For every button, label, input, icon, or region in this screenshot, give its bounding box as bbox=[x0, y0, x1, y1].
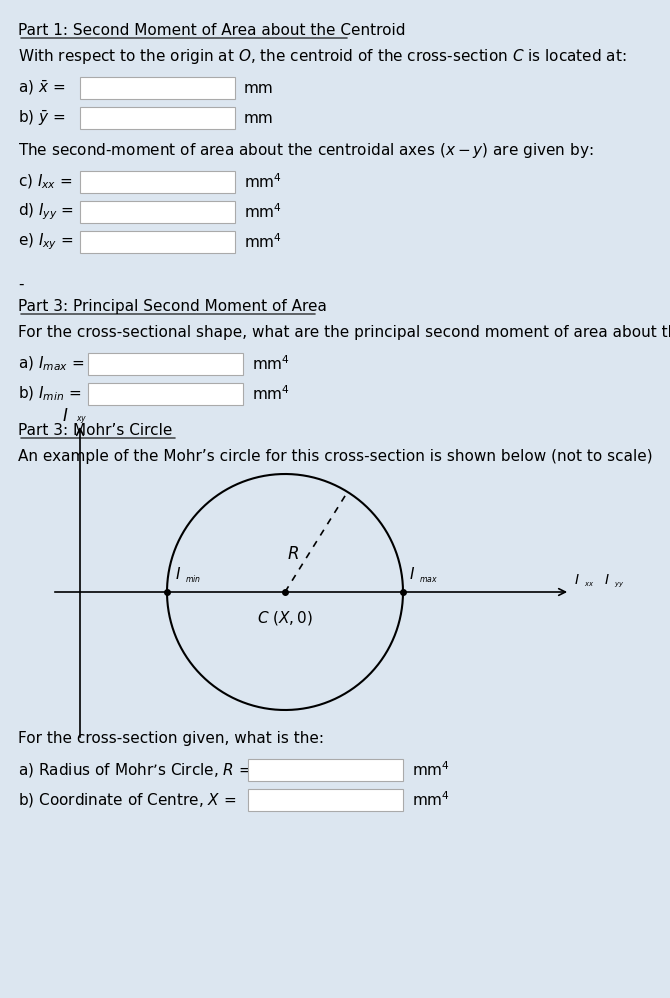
Text: For the cross-section given, what is the:: For the cross-section given, what is the… bbox=[18, 731, 324, 746]
Text: The second-moment of area about the centroidal axes $(x - y)$ are given by:: The second-moment of area about the cent… bbox=[18, 141, 594, 160]
Text: -: - bbox=[18, 276, 23, 291]
Text: c) $I_{xx}$ =: c) $I_{xx}$ = bbox=[18, 173, 73, 192]
Text: mm$^4$: mm$^4$ bbox=[252, 384, 290, 403]
FancyBboxPatch shape bbox=[80, 201, 235, 223]
Text: mm: mm bbox=[244, 111, 274, 126]
Text: d) $I_{yy}$ =: d) $I_{yy}$ = bbox=[18, 202, 74, 223]
Text: $I$: $I$ bbox=[62, 407, 68, 425]
Text: $I$: $I$ bbox=[604, 573, 610, 587]
Text: a) Radius of Mohr’s Circle, $R$ =: a) Radius of Mohr’s Circle, $R$ = bbox=[18, 761, 251, 779]
FancyBboxPatch shape bbox=[80, 107, 235, 129]
FancyBboxPatch shape bbox=[80, 77, 235, 99]
Text: mm$^4$: mm$^4$ bbox=[244, 233, 282, 251]
FancyBboxPatch shape bbox=[88, 383, 243, 405]
FancyBboxPatch shape bbox=[80, 171, 235, 193]
Text: $C$ $(X,0)$: $C$ $(X,0)$ bbox=[257, 609, 313, 627]
Text: $_{max}$: $_{max}$ bbox=[419, 575, 438, 585]
Text: mm$^4$: mm$^4$ bbox=[412, 760, 450, 779]
Text: mm$^4$: mm$^4$ bbox=[244, 173, 282, 192]
FancyBboxPatch shape bbox=[248, 759, 403, 781]
Text: $_{xx}$: $_{xx}$ bbox=[584, 579, 594, 589]
Text: $_{yy}$: $_{yy}$ bbox=[614, 579, 624, 589]
Text: An example of the Mohr’s circle for this cross-section is shown below (not to sc: An example of the Mohr’s circle for this… bbox=[18, 448, 653, 463]
Text: $R$: $R$ bbox=[287, 545, 299, 563]
Text: $I$: $I$ bbox=[409, 566, 415, 582]
Text: $_{min}$: $_{min}$ bbox=[185, 574, 201, 586]
Text: With respect to the origin at $\mathit{O}$, the centroid of the cross-section $\: With respect to the origin at $\mathit{O… bbox=[18, 47, 626, 66]
Text: b) $\bar{y}$ =: b) $\bar{y}$ = bbox=[18, 109, 66, 128]
Text: $I$: $I$ bbox=[175, 566, 181, 582]
Text: mm$^4$: mm$^4$ bbox=[412, 790, 450, 809]
Text: e) $I_{xy}$ =: e) $I_{xy}$ = bbox=[18, 232, 74, 252]
Text: mm: mm bbox=[244, 81, 274, 96]
Text: mm$^4$: mm$^4$ bbox=[244, 203, 282, 222]
Text: Part 3: Principal Second Moment of Area: Part 3: Principal Second Moment of Area bbox=[18, 298, 327, 313]
Text: $_{xy}$: $_{xy}$ bbox=[76, 415, 88, 427]
Text: a) $I_{max}$ =: a) $I_{max}$ = bbox=[18, 355, 84, 373]
Text: b) $I_{min}$ =: b) $I_{min}$ = bbox=[18, 385, 82, 403]
Text: Part 1: Second Moment of Area about the Centroid: Part 1: Second Moment of Area about the … bbox=[18, 23, 405, 38]
Text: For the cross-sectional shape, what are the principal second moment of area abou: For the cross-sectional shape, what are … bbox=[18, 324, 670, 339]
FancyBboxPatch shape bbox=[80, 231, 235, 253]
Text: a) $\bar{x}$ =: a) $\bar{x}$ = bbox=[18, 79, 65, 97]
Text: $I$: $I$ bbox=[574, 573, 580, 587]
Text: b) Coordinate of Centre, $X$ =: b) Coordinate of Centre, $X$ = bbox=[18, 791, 237, 809]
FancyBboxPatch shape bbox=[88, 353, 243, 375]
Text: mm$^4$: mm$^4$ bbox=[252, 354, 290, 373]
Text: Part 3: Mohr’s Circle: Part 3: Mohr’s Circle bbox=[18, 422, 172, 437]
FancyBboxPatch shape bbox=[248, 789, 403, 811]
